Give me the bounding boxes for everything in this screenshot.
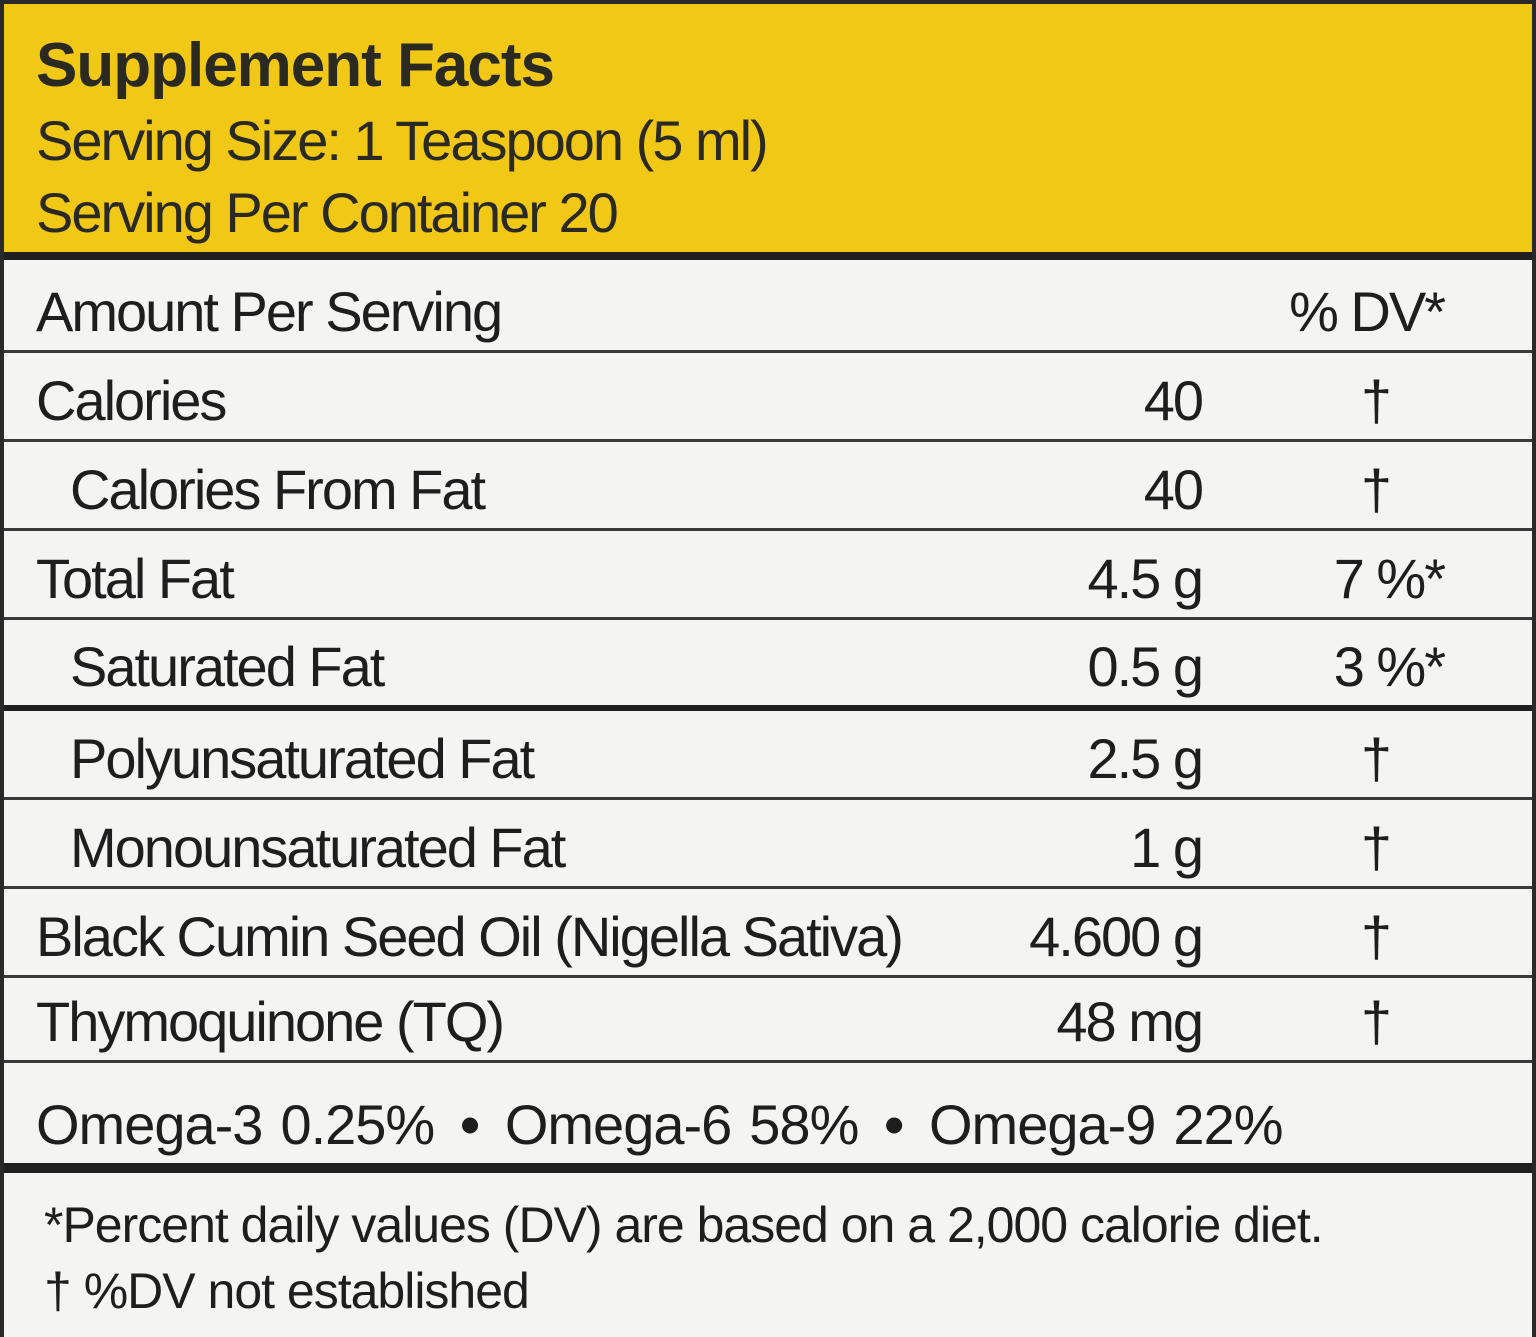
table-row: Calories 40 †: [4, 353, 1532, 442]
nutrient-dv: 3 %*: [1333, 635, 1446, 698]
nutrient-amount: 4.600 g: [1029, 905, 1204, 968]
omega6-value: 58%: [749, 1093, 859, 1156]
serving-size: Serving Size: 1 Teaspoon (5 ml): [36, 109, 769, 172]
nutrient-dv: †: [1360, 369, 1392, 432]
table-row: Calories From Fat 40 †: [4, 442, 1532, 531]
table-row: Total Fat 4.5 g 7 %*: [4, 531, 1532, 620]
omega-row: Omega-3 0.25% • Omega-6 58% • Omega-9 22%: [4, 1063, 1532, 1173]
dv-header: % DV*: [1289, 280, 1446, 343]
footnote-dv-basis: *Percent daily values (DV) are based on …: [44, 1197, 1324, 1253]
servings-per-container: Serving Per Container 20: [36, 181, 619, 244]
nutrient-amount: 4.5 g: [1087, 547, 1204, 610]
omega6-label: Omega-6: [504, 1093, 732, 1156]
table-row: Saturated Fat 0.5 g 3 %*: [4, 620, 1532, 711]
omega3-label: Omega-3: [36, 1093, 263, 1156]
omega-separator: •: [460, 1093, 480, 1156]
facts-title: Supplement Facts: [36, 31, 555, 100]
nutrient-label: Calories: [36, 369, 227, 432]
nutrient-amount: 40: [1143, 369, 1204, 432]
omega-breakdown: Omega-3 0.25% • Omega-6 58% • Omega-9 22%: [36, 1092, 1284, 1157]
nutrient-dv: †: [1360, 905, 1392, 968]
nutrient-dv: †: [1360, 816, 1392, 879]
omega-separator: •: [884, 1093, 904, 1156]
nutrient-amount: 1 g: [1130, 816, 1204, 879]
table-row: Polyunsaturated Fat 2.5 g †: [4, 711, 1532, 800]
nutrient-label: Black Cumin Seed Oil (Nigella Sativa): [36, 905, 904, 968]
nutrient-amount: 2.5 g: [1087, 727, 1204, 790]
table-row: Black Cumin Seed Oil (Nigella Sativa) 4.…: [4, 889, 1532, 978]
nutrient-label: Monounsaturated Fat: [70, 816, 566, 879]
nutrient-dv: 7 %*: [1333, 547, 1446, 610]
nutrient-label: Thymoquinone (TQ): [36, 990, 505, 1053]
amount-per-serving-header: Amount Per Serving: [36, 280, 503, 343]
nutrient-label: Polyunsaturated Fat: [70, 727, 535, 790]
column-header-row: Amount Per Serving % DV*: [4, 260, 1532, 353]
nutrient-label: Calories From Fat: [70, 458, 486, 521]
omega9-label: Omega-9: [928, 1093, 1156, 1156]
nutrient-label: Saturated Fat: [70, 635, 385, 698]
nutrient-amount: 48 mg: [1056, 990, 1204, 1053]
nutrient-dv: †: [1360, 458, 1392, 521]
facts-header: Supplement Facts Serving Size: 1 Teaspoo…: [4, 4, 1532, 260]
footnote-dagger: † %DV not established: [44, 1263, 530, 1319]
nutrient-dv: †: [1360, 727, 1392, 790]
table-row: Monounsaturated Fat 1 g †: [4, 800, 1532, 889]
nutrient-amount: 0.5 g: [1087, 635, 1204, 698]
nutrient-amount: 40: [1143, 458, 1204, 521]
nutrient-label: Total Fat: [36, 547, 235, 610]
omega9-value: 22%: [1173, 1093, 1283, 1156]
omega3-value: 0.25%: [280, 1093, 435, 1156]
table-row: Thymoquinone (TQ) 48 mg †: [4, 978, 1532, 1063]
nutrient-dv: †: [1360, 990, 1392, 1053]
